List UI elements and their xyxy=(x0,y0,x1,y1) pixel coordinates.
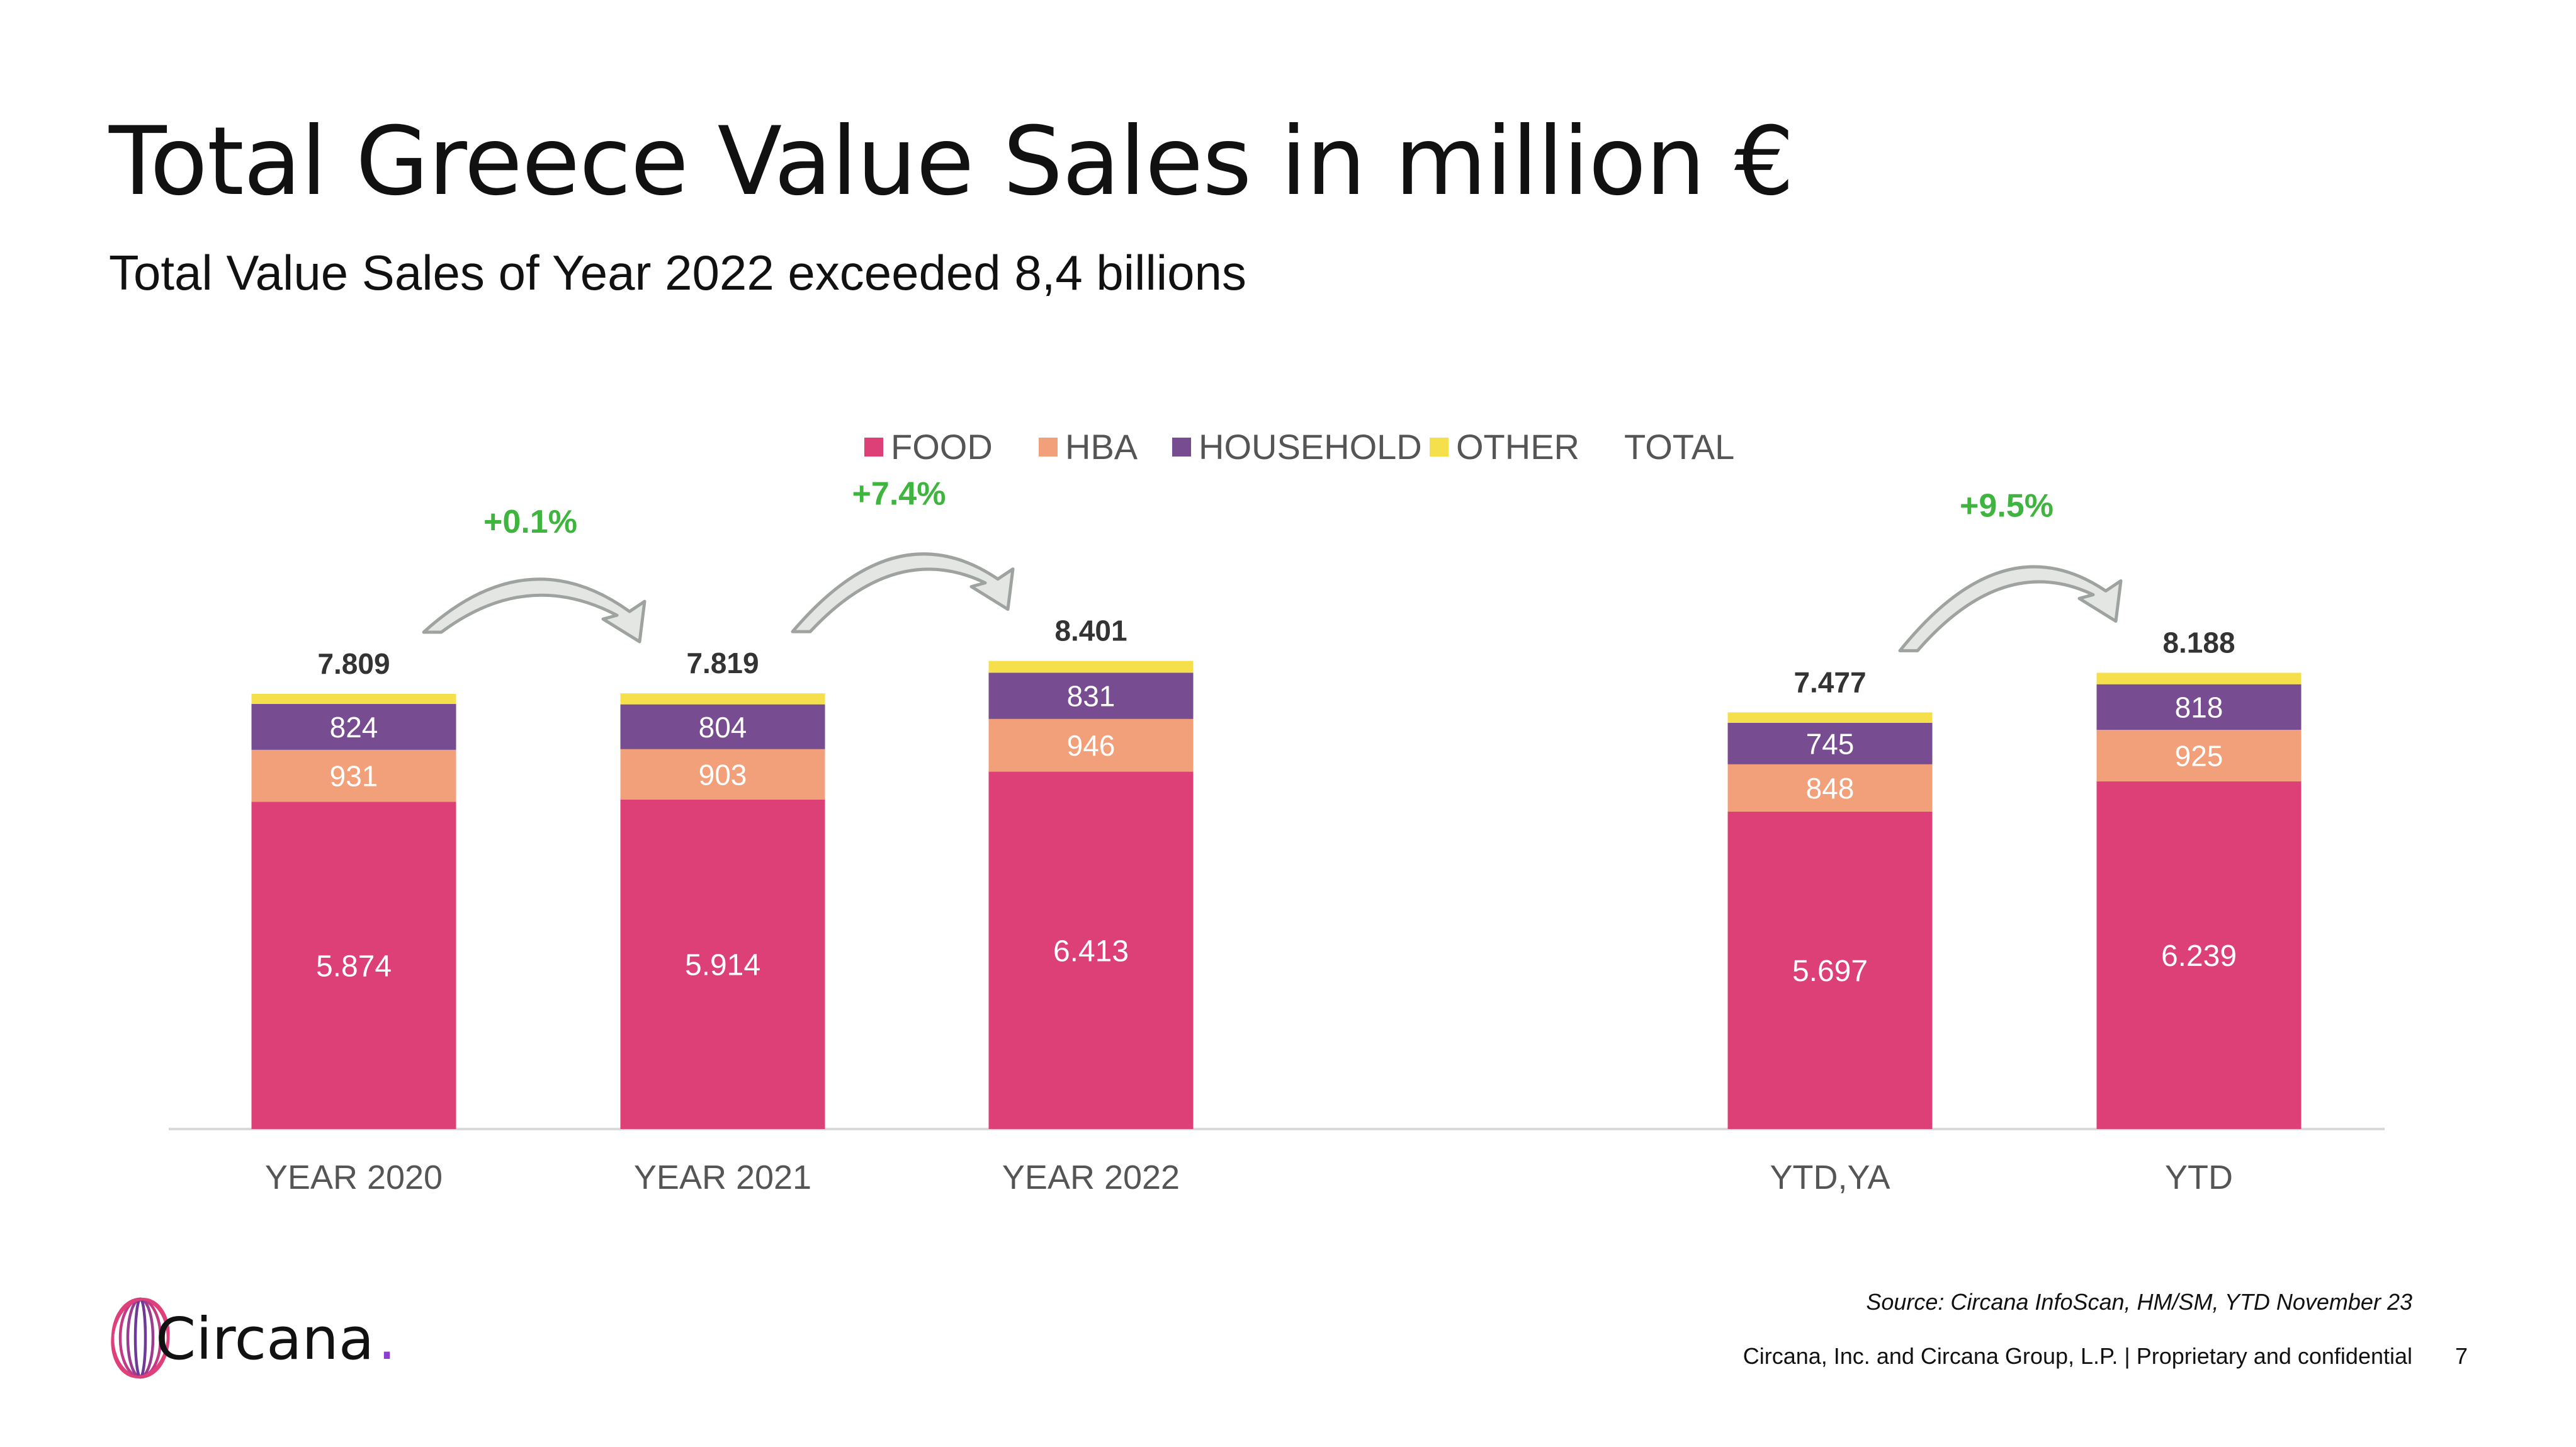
data-label-household-3: 745 xyxy=(1806,727,1855,760)
x-tick-label-0: YEAR 2020 xyxy=(265,1159,443,1196)
legend-swatch-other xyxy=(1430,438,1449,457)
x-tick-label-4: YTD xyxy=(2165,1159,2233,1196)
bar-food-0 xyxy=(251,802,456,1129)
legend-label-food: FOOD xyxy=(891,427,993,467)
page-number: 7 xyxy=(2455,1343,2468,1369)
growth-label-0: +0.1% xyxy=(483,504,577,540)
bar-household-4 xyxy=(2096,684,2302,730)
growth-arrow-1 xyxy=(791,552,1015,633)
growth-arrow-2 xyxy=(1898,565,2123,652)
growth-arrow-0 xyxy=(422,577,647,644)
bar-household-2 xyxy=(988,672,1194,719)
legend-label-other: OTHER xyxy=(1456,427,1579,467)
legend-label-total: TOTAL xyxy=(1624,427,1734,467)
bar-hba-0 xyxy=(251,749,456,802)
bar-food-3 xyxy=(1727,811,1933,1129)
data-label-hba-0: 931 xyxy=(330,760,378,793)
circana-logo: Circana . xyxy=(104,1285,406,1395)
data-label-household-4: 818 xyxy=(2175,691,2223,724)
bar-food-1 xyxy=(620,799,825,1129)
data-label-food-4: 6.239 xyxy=(2161,939,2237,973)
data-label-household-1: 804 xyxy=(699,711,747,744)
total-label-4: 8.188 xyxy=(2162,626,2235,659)
data-label-food-3: 5.697 xyxy=(1792,955,1868,988)
logo-text: Circana xyxy=(155,1305,374,1373)
bar-hba-4 xyxy=(2096,730,2302,781)
data-label-household-0: 824 xyxy=(330,711,378,744)
legend-swatch-household xyxy=(1172,438,1191,457)
data-label-hba-4: 925 xyxy=(2175,740,2223,773)
bar-other-1 xyxy=(620,693,825,705)
total-label-0: 7.809 xyxy=(317,647,390,680)
data-label-food-1: 5.914 xyxy=(685,949,760,982)
footer-text: Circana, Inc. and Circana Group, L.P. | … xyxy=(1743,1343,2412,1369)
data-label-hba-1: 903 xyxy=(699,758,747,791)
bar-food-2 xyxy=(988,771,1194,1129)
x-tick-label-2: YEAR 2022 xyxy=(1002,1159,1180,1196)
page-title: Total Greece Value Sales in million € xyxy=(109,107,1794,217)
data-label-food-2: 6.413 xyxy=(1053,935,1129,968)
bar-household-3 xyxy=(1727,722,1933,764)
data-label-household-2: 831 xyxy=(1067,680,1116,713)
legend-label-household: HOUSEHOLD xyxy=(1199,427,1422,467)
x-tick-label-1: YEAR 2021 xyxy=(634,1159,811,1196)
page-subtitle: Total Value Sales of Year 2022 exceeded … xyxy=(109,245,1246,300)
data-label-hba-3: 848 xyxy=(1806,772,1855,805)
source-note: Source: Circana InfoScan, HM/SM, YTD Nov… xyxy=(1866,1289,2412,1315)
total-label-1: 7.819 xyxy=(686,647,759,679)
bar-other-2 xyxy=(988,661,1194,673)
growth-label-2: +9.5% xyxy=(1960,487,2053,524)
circana-logo-icon xyxy=(111,1297,170,1379)
bar-hba-2 xyxy=(988,718,1194,772)
growth-label-1: +7.4% xyxy=(852,476,946,513)
bar-other-4 xyxy=(2096,672,2302,684)
data-label-food-0: 5.874 xyxy=(316,950,392,983)
bar-hba-3 xyxy=(1727,764,1933,812)
data-label-hba-2: 946 xyxy=(1067,729,1116,762)
bar-other-3 xyxy=(1727,712,1933,723)
total-label-2: 8.401 xyxy=(1054,615,1127,647)
logo-dot: . xyxy=(378,1305,396,1373)
legend-label-hba: HBA xyxy=(1065,427,1138,467)
total-label-3: 7.477 xyxy=(1794,666,1866,698)
bar-household-1 xyxy=(620,704,825,749)
legend-swatch-hba xyxy=(1039,438,1058,457)
legend-swatch-food xyxy=(864,438,883,457)
bar-food-4 xyxy=(2096,781,2302,1129)
bar-other-0 xyxy=(251,694,456,704)
bar-household-0 xyxy=(251,703,456,750)
bar-hba-1 xyxy=(620,749,825,800)
x-tick-label-3: YTD,YA xyxy=(1770,1159,1890,1196)
